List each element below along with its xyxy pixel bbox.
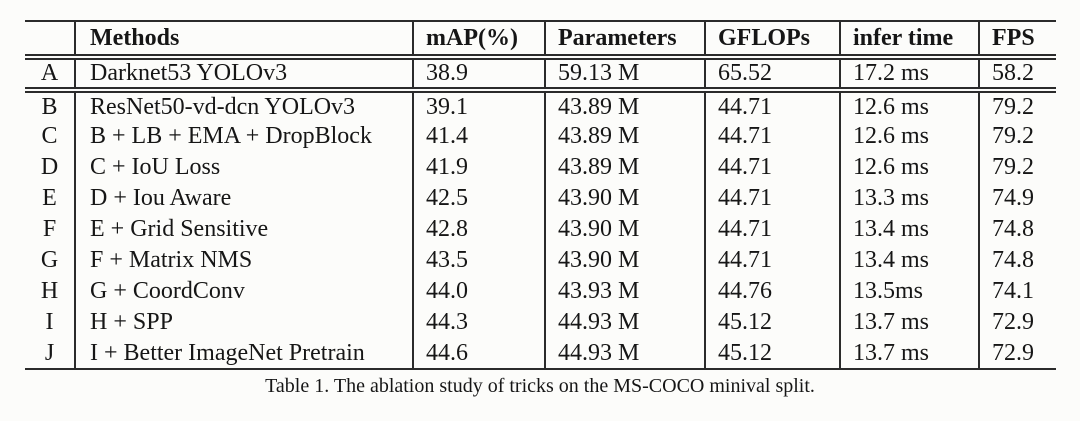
cell-gflops: 44.76 (704, 276, 840, 307)
cell-method: F + Matrix NMS (74, 245, 413, 276)
cell-map: 42.8 (412, 214, 545, 245)
cell-id: C (41, 123, 58, 149)
cell-infer-time: 13.4 ms (839, 214, 979, 245)
cell-params: 43.93 M (544, 276, 705, 307)
cell-id: B (41, 93, 58, 120)
cell-infer-time: 12.6 ms (839, 152, 979, 183)
cell-fps: 72.9 (978, 338, 1056, 370)
cell-gflops: 44.71 (704, 214, 840, 245)
cell-id: G (40, 247, 59, 273)
cell-infer-time: 13.7 ms (839, 338, 979, 370)
cell-method: G + CoordConv (74, 276, 413, 307)
cell-gflops: 44.71 (704, 152, 840, 183)
cell-method: ResNet50-vd-dcn YOLOv3 (74, 90, 413, 121)
cell-params: 43.89 M (544, 121, 705, 152)
cell-gflops: 44.71 (704, 183, 840, 214)
cell-map: 43.5 (412, 245, 545, 276)
table-row-H: H G + CoordConv 44.0 43.93 M 44.76 13.5ms 74.1 (25, 276, 1056, 307)
cell-infer-time: 12.6 ms (839, 90, 979, 121)
cell-method: D + Iou Aware (74, 183, 413, 214)
cell-id: F (42, 216, 57, 242)
cell-id: D (40, 154, 59, 180)
cell-id: J (25, 338, 75, 370)
cell-gflops: 44.71 (704, 90, 840, 121)
cell-fps: 74.8 (978, 245, 1056, 276)
cell-gflops: 65.52 (704, 57, 840, 93)
cell-id: I (45, 309, 54, 335)
cell-method: Darknet53 YOLOv3 (74, 57, 413, 93)
cell-fps: 74.1 (978, 276, 1056, 307)
paper-figure: Methods mAP(%) Parameters GFLOPs infer t… (0, 20, 1080, 421)
cell-params: 43.90 M (544, 245, 705, 276)
cell-map: 38.9 (412, 57, 545, 93)
cell-gflops: 45.12 (704, 338, 840, 370)
cell-fps: 58.2 (978, 57, 1056, 93)
cell-id: H (40, 278, 59, 304)
cell-fps: 79.2 (978, 121, 1056, 152)
table-row-I: I H + SPP 44.3 44.93 M 45.12 13.7 ms 72.9 (25, 307, 1056, 338)
cell-map: 41.4 (412, 121, 545, 152)
cell-method: I + Better ImageNet Pretrain (74, 338, 413, 370)
table-row-F: F E + Grid Sensitive 42.8 43.90 M 44.71 13.4 … (25, 214, 1056, 245)
table-row-A: A Darknet53 YOLOv3 38.9 59.13 M 65.52 17.2 ms… (25, 57, 1056, 93)
ablation-table: Methods mAP(%) Parameters GFLOPs infer t… (25, 20, 1056, 370)
cell-infer-time: 13.4 ms (839, 245, 979, 276)
cell-fps: 79.2 (978, 152, 1056, 183)
cell-params: 44.93 M (544, 338, 705, 370)
cell-map: 44.6 (412, 338, 545, 370)
table-row-B: B ResNet50-vd-dcn YOLOv3 39.1 43.89 M 44.71 1… (25, 90, 1056, 121)
cell-params: 43.90 M (544, 214, 705, 245)
table-caption: Table 1. The ablation study of tricks on… (265, 375, 815, 397)
cell-fps: 72.9 (978, 307, 1056, 338)
cell-gflops: 44.71 (704, 121, 840, 152)
cell-infer-time: 13.5ms (839, 276, 979, 307)
cell-fps: 74.8 (978, 214, 1056, 245)
cell-infer-time: 13.7 ms (839, 307, 979, 338)
col-header-infer-time: infer time (839, 20, 979, 60)
cell-params: 44.93 M (544, 307, 705, 338)
cell-map: 44.3 (412, 307, 545, 338)
cell-method: B + LB + EMA + DropBlock (74, 121, 413, 152)
table-row-D: D C + IoU Loss 41.9 43.89 M 44.71 12.6 ms 79.2 (25, 152, 1056, 183)
cell-map: 44.0 (412, 276, 545, 307)
table-row-C: C B + LB + EMA + DropBlock 41.4 43.89 M 44.7… (25, 121, 1056, 152)
cell-params: 43.89 M (544, 152, 705, 183)
col-header-map: mAP(%) (412, 20, 545, 60)
table-header-row: Methods mAP(%) Parameters GFLOPs infer t… (25, 20, 1056, 60)
cell-infer-time: 13.3 ms (839, 183, 979, 214)
cell-id: A (25, 57, 75, 93)
cell-map: 41.9 (412, 152, 545, 183)
table-row-E: E D + Iou Aware 42.5 43.90 M 44.71 13.3 ms 74.… (25, 183, 1056, 214)
cell-method: H + SPP (74, 307, 413, 338)
cell-id: E (42, 185, 57, 211)
cell-params: 43.89 M (544, 90, 705, 121)
cell-params: 59.13 M (544, 57, 705, 93)
table-row-G: G F + Matrix NMS 43.5 43.90 M 44.71 13.4 ms 74… (25, 245, 1056, 276)
cell-gflops: 45.12 (704, 307, 840, 338)
col-header-methods: Methods (74, 20, 413, 60)
cell-infer-time: 12.6 ms (839, 121, 979, 152)
cell-params: 43.90 M (544, 183, 705, 214)
table-body: A Darknet53 YOLOv3 38.9 59.13 M 65.52 17.2 ms… (25, 57, 1056, 370)
col-header-gflops: GFLOPs (704, 20, 840, 60)
col-header-index (25, 20, 75, 60)
cell-map: 39.1 (412, 90, 545, 121)
cell-method: C + IoU Loss (74, 152, 413, 183)
cell-map: 42.5 (412, 183, 545, 214)
col-header-fps: FPS (978, 20, 1056, 60)
cell-infer-time: 17.2 ms (839, 57, 979, 93)
cell-fps: 79.2 (978, 90, 1056, 121)
cell-gflops: 44.71 (704, 245, 840, 276)
col-header-parameters: Parameters (544, 20, 705, 60)
cell-method: E + Grid Sensitive (74, 214, 413, 245)
cell-fps: 74.9 (978, 183, 1056, 214)
